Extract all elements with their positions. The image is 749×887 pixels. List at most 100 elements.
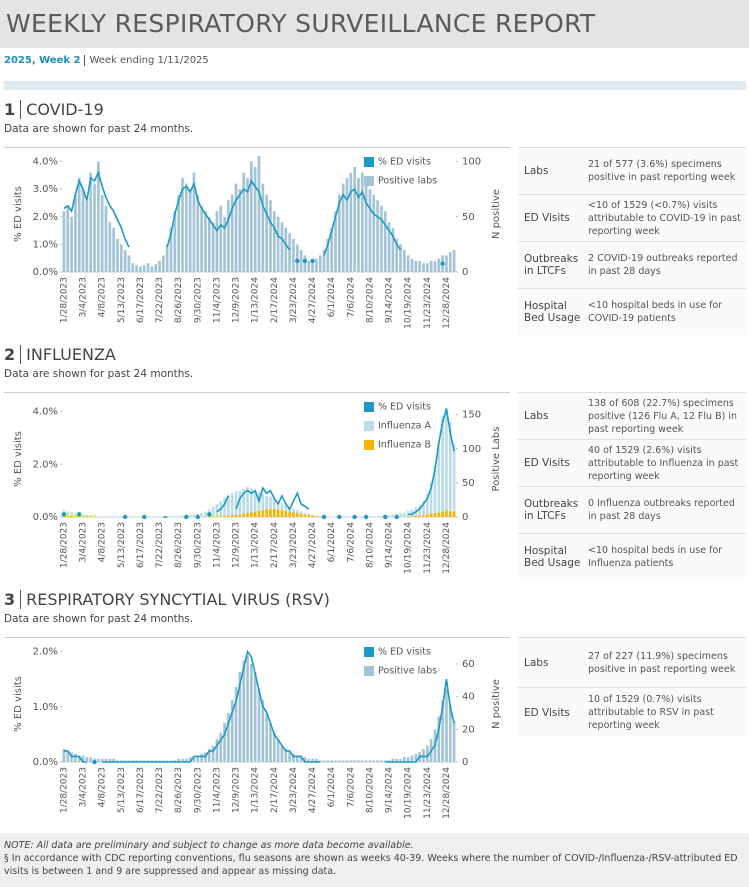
bar [341, 183, 345, 272]
bar [395, 758, 399, 762]
x-tick-label: 4/27/2024 [308, 277, 318, 323]
section-number: 1 [4, 100, 22, 119]
bar [364, 183, 368, 272]
x-tick-label: 8/10/2024 [365, 767, 375, 813]
bar [169, 227, 173, 272]
bar [211, 222, 215, 272]
footer: NOTE: All data are preliminary and subje… [0, 833, 749, 887]
chart: 0.0% 1.0% 2.0% 3.0% 4.0% 0 50 100 % ED visits N p… [4, 147, 510, 329]
x-tick-label: 5/13/2023 [117, 277, 127, 323]
summary-text: <10 of 1529 (<0.7%) visits attributable … [588, 199, 741, 237]
x-tick-label: 8/26/2023 [174, 767, 184, 813]
footer-note: NOTE: All data are preliminary and subje… [4, 840, 414, 851]
bar [223, 216, 226, 272]
report-week: 2025, Week 2 Week ending 1/11/2025 [4, 55, 209, 66]
bar [276, 501, 280, 510]
bar [425, 263, 429, 272]
x-tick-label: 7/6/2024 [346, 277, 356, 318]
bar [299, 511, 303, 514]
section-heading: 2 INFLUENZA [4, 345, 116, 364]
section-note: Data are shown for past 24 months. [4, 368, 194, 380]
x-tick-label: 6/1/2024 [327, 522, 337, 563]
x-tick-label: 2/17/2024 [270, 522, 280, 568]
bar [410, 258, 414, 272]
bar [135, 760, 138, 762]
y2-tick-label: 0 [462, 512, 468, 523]
bar [391, 514, 395, 517]
x-tick-label: 11/4/2023 [212, 277, 222, 323]
bar [192, 172, 196, 272]
bar [215, 504, 219, 517]
bar [192, 514, 196, 517]
summary-label: ED Visits [524, 457, 570, 469]
bar [223, 722, 226, 762]
bar [119, 244, 123, 272]
bar [292, 753, 295, 762]
line-point [207, 512, 212, 517]
bar [104, 758, 108, 762]
bar [295, 244, 299, 272]
bar [299, 757, 303, 762]
bar [311, 260, 314, 272]
x-tick-label: 6/17/2023 [136, 277, 146, 323]
bar [246, 655, 249, 762]
bar [445, 510, 448, 517]
bar [272, 732, 276, 762]
bar [380, 205, 383, 272]
bar [311, 514, 314, 516]
bar [330, 760, 334, 762]
x-tick-label: 5/13/2023 [117, 767, 127, 813]
bar [184, 183, 188, 272]
bar [242, 489, 246, 514]
bar [280, 503, 284, 511]
bar [227, 712, 230, 762]
bar [376, 516, 379, 517]
x-tick-label: 10/19/2024 [404, 277, 414, 329]
bar [139, 760, 142, 762]
bar [66, 511, 70, 516]
bar [295, 755, 299, 762]
bar [318, 516, 322, 517]
line [385, 679, 455, 763]
bar [253, 511, 257, 517]
bar [418, 515, 421, 517]
bar [437, 716, 441, 762]
x-tick-label: 3/4/2023 [79, 522, 89, 562]
bar [150, 760, 154, 762]
bar [433, 465, 437, 513]
summary-text: <10 hospital beds in use for COVID-19 pa… [588, 300, 723, 324]
y2-axis-title: N positive [491, 189, 502, 239]
summary-label: Labs [524, 165, 549, 177]
bar [295, 510, 299, 513]
summary-text: 138 of 608 (22.7%) specimens positive (1… [588, 397, 737, 435]
bar [403, 512, 406, 517]
y2-tick-label: 0 [462, 267, 468, 278]
bar [326, 238, 330, 272]
bar [425, 745, 429, 762]
y-tick-label: 4.0% [33, 157, 58, 168]
divider [4, 81, 746, 90]
bar [142, 265, 146, 272]
bar [108, 222, 112, 272]
bar [295, 512, 299, 517]
bar [250, 512, 253, 517]
line-point [310, 258, 315, 264]
legend-swatch [364, 176, 374, 186]
bar [112, 758, 115, 762]
bar [265, 509, 268, 517]
bar [177, 194, 181, 272]
y-tick-label: 0.0% [33, 512, 58, 523]
bar [337, 194, 341, 272]
x-tick-label: 1/28/2023 [59, 277, 69, 323]
y2-tick-label: 0 [462, 757, 468, 768]
bar [85, 200, 89, 272]
line [408, 408, 455, 516]
bar [418, 260, 421, 272]
bar [238, 514, 242, 517]
summary-text: 0 Influenza outbreaks reported in past 2… [588, 498, 735, 522]
bar [280, 222, 284, 272]
bar [276, 739, 280, 762]
x-tick-label: 7/22/2023 [155, 522, 165, 568]
x-tick-label: 8/10/2024 [365, 277, 375, 323]
bar [89, 516, 93, 517]
